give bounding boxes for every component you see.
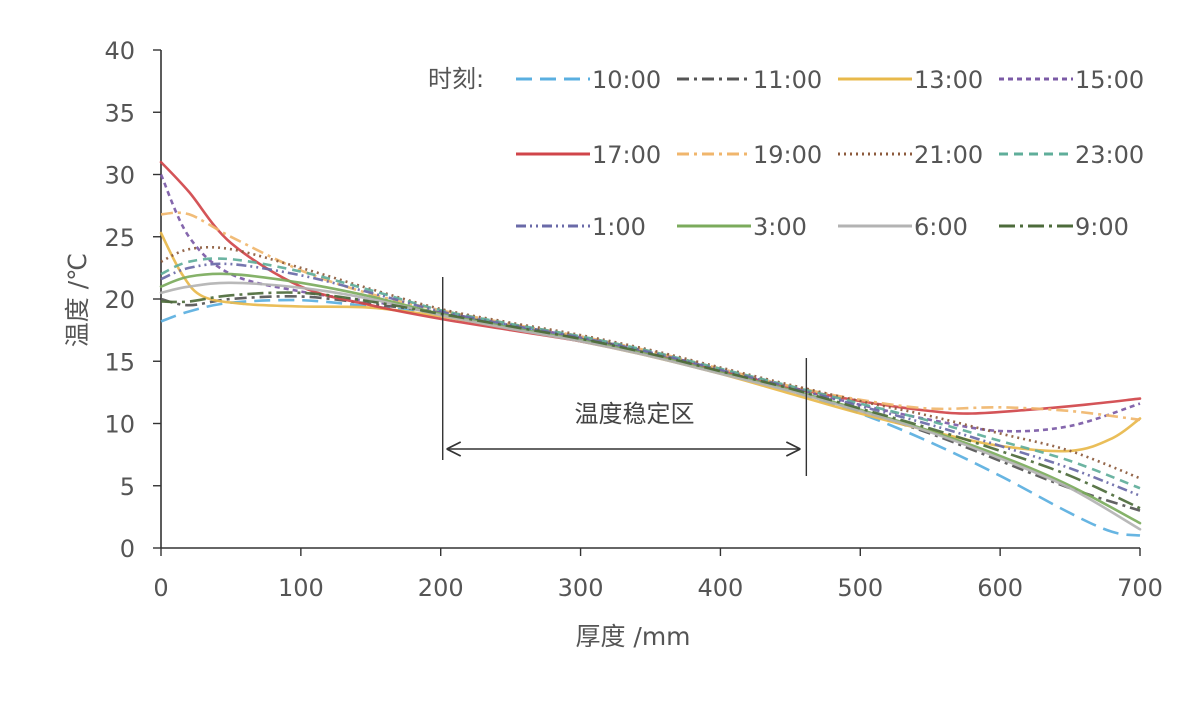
x-tick-label: 400 [698, 574, 744, 602]
x-tick-label: 300 [558, 574, 604, 602]
arrow-head-right [785, 441, 801, 457]
series-line-9-00 [160, 291, 1141, 510]
legend-label: 1:00 [592, 213, 646, 241]
series-lines [159, 160, 1142, 537]
legend: 时刻: 10:00 11:00 13:00 15:00 17:00 19:00 21:00 23… [428, 65, 1144, 241]
series-line-6-00 [159, 281, 1142, 531]
stable-zone-annotation: 温度稳定区 [442, 277, 808, 476]
y-tick-label: 10 [104, 411, 135, 439]
arrow-head-left [446, 441, 462, 457]
legend-label: 9:00 [1075, 213, 1129, 241]
series-line-3-00 [159, 272, 1142, 525]
legend-label: 19:00 [753, 141, 822, 169]
x-tick-label: 700 [1117, 574, 1163, 602]
y-tick-label: 0 [120, 535, 135, 563]
series-line-10-00 [160, 298, 1141, 537]
tick-labels: 0 100 200 300 400 500 600 700 0 5 10 15 20 25 30 35 40 [104, 37, 1162, 602]
series-line-21-00 [160, 245, 1141, 480]
x-tick-label: 200 [418, 574, 464, 602]
y-tick-label: 30 [104, 162, 135, 190]
y-axis-title: 温度 /℃ [63, 253, 92, 347]
y-tick-label: 35 [104, 99, 135, 127]
legend-label: 17:00 [592, 141, 661, 169]
y-tick-label: 25 [104, 224, 135, 252]
x-tick-label: 500 [837, 574, 883, 602]
y-tick-label: 20 [104, 286, 135, 314]
y-tick-label: 40 [104, 37, 135, 65]
series-line-23-00 [160, 257, 1141, 490]
legend-label: 10:00 [592, 66, 661, 94]
y-tick-label: 15 [104, 348, 135, 376]
legend-label: 6:00 [914, 213, 968, 241]
legend-label: 23:00 [1075, 141, 1144, 169]
axes [153, 49, 1141, 556]
legend-label: 15:00 [1075, 66, 1144, 94]
y-tick-label: 5 [120, 473, 135, 501]
legend-title: 时刻: [428, 65, 484, 93]
x-tick-label: 100 [278, 574, 324, 602]
x-axis-title: 厚度 /mm [575, 622, 690, 651]
series-line-19-00 [160, 211, 1141, 422]
legend-label: 13:00 [914, 66, 983, 94]
legend-label: 11:00 [753, 66, 822, 94]
series-line-1-00 [160, 262, 1141, 497]
stable-zone-label: 温度稳定区 [575, 400, 695, 428]
legend-label: 21:00 [914, 141, 983, 169]
x-tick-label: 0 [153, 574, 168, 602]
legend-label: 3:00 [753, 213, 807, 241]
x-tick-label: 600 [977, 574, 1023, 602]
series-line-15-00 [159, 173, 1141, 433]
